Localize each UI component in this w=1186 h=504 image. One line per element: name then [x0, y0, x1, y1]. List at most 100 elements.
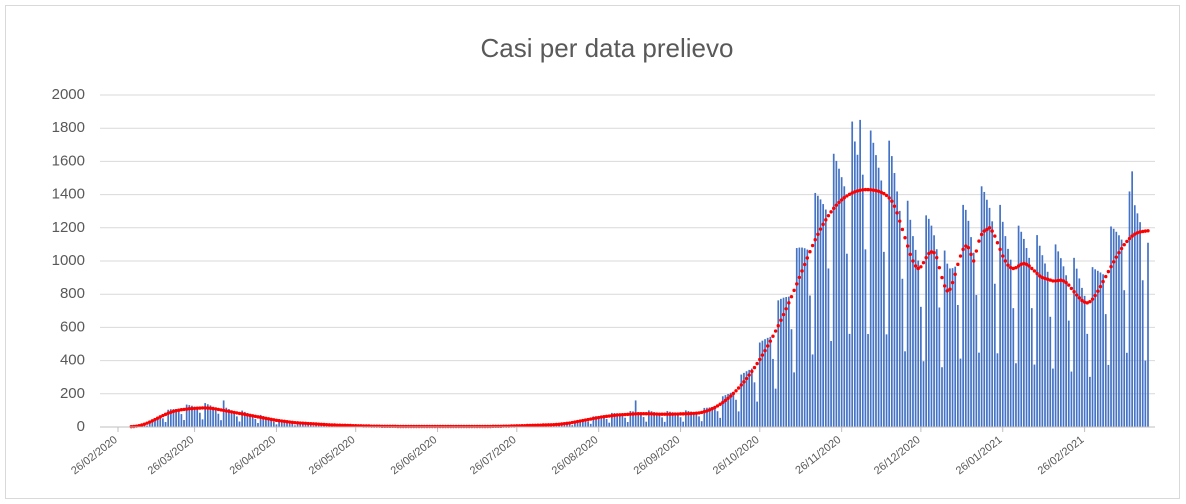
bar: [1083, 295, 1086, 427]
moving-average-point: [847, 192, 852, 196]
moving-average-point: [929, 250, 934, 254]
moving-average-point: [1141, 229, 1145, 234]
moving-average-point: [829, 210, 833, 214]
moving-average-point: [678, 412, 683, 416]
moving-average-point: [200, 406, 205, 410]
moving-average-point: [615, 413, 619, 417]
moving-average-point: [995, 241, 1000, 245]
bar: [714, 406, 716, 427]
bar: [191, 405, 193, 427]
bar: [867, 334, 869, 427]
moving-average-point: [742, 380, 746, 384]
moving-average-point: [578, 419, 582, 423]
moving-average-point: [1014, 265, 1018, 270]
moving-average-point: [890, 199, 894, 203]
moving-average-point: [250, 414, 255, 418]
bar: [154, 418, 156, 427]
bar: [568, 424, 571, 427]
bar: [930, 225, 933, 427]
bar: [750, 368, 753, 427]
bar: [922, 361, 925, 427]
moving-average-point: [1135, 231, 1140, 235]
moving-average-point: [739, 383, 743, 387]
bar: [846, 253, 848, 427]
bar: [756, 401, 758, 427]
moving-average-point: [1090, 297, 1095, 301]
moving-average-point: [235, 411, 239, 415]
bar: [801, 247, 803, 427]
moving-average-point: [718, 402, 722, 406]
bar: [309, 424, 312, 427]
moving-average-point: [948, 287, 952, 291]
bar: [1091, 267, 1094, 427]
bar: [1123, 290, 1126, 427]
moving-average-point: [583, 418, 588, 422]
bar: [986, 199, 988, 427]
bar: [1001, 221, 1004, 427]
moving-average-point: [752, 365, 757, 370]
moving-average-point: [779, 318, 783, 322]
bar: [748, 369, 751, 427]
moving-average-point: [179, 408, 184, 412]
moving-average-point: [575, 419, 580, 424]
bar: [1017, 225, 1020, 427]
moving-average-point: [750, 369, 754, 374]
moving-average-point: [1098, 284, 1103, 289]
moving-average-point: [169, 410, 173, 414]
moving-average-point: [868, 188, 873, 192]
moving-average-point: [1072, 290, 1076, 294]
bar: [877, 167, 880, 427]
bar: [1110, 226, 1112, 427]
bar: [975, 295, 978, 427]
bar: [1065, 275, 1067, 427]
moving-average-point: [1001, 254, 1005, 258]
moving-average-point: [797, 275, 802, 280]
moving-average-point: [736, 386, 741, 390]
moving-average-point: [306, 421, 310, 426]
moving-average-point: [541, 423, 545, 427]
moving-average-point: [145, 421, 149, 425]
bar: [143, 424, 146, 427]
moving-average-point: [530, 423, 535, 428]
bar: [758, 342, 761, 427]
bar: [777, 300, 780, 427]
bar: [727, 393, 729, 427]
moving-average-point: [282, 419, 287, 424]
bar: [611, 412, 613, 427]
moving-average-point: [604, 414, 609, 419]
bar: [938, 307, 941, 427]
moving-average-point: [253, 414, 258, 419]
moving-average-point: [945, 289, 949, 293]
bar: [595, 416, 597, 427]
bar: [814, 192, 817, 427]
bar: [677, 413, 679, 427]
bar: [1144, 360, 1147, 427]
bar: [1139, 222, 1141, 427]
moving-average-point: [607, 414, 611, 418]
bar: [999, 204, 1001, 427]
bar: [817, 195, 819, 427]
bar: [1133, 205, 1136, 427]
moving-average-point: [330, 423, 334, 427]
bar: [592, 416, 595, 427]
moving-average-point: [810, 243, 815, 248]
bar: [790, 329, 793, 427]
moving-average-point: [332, 423, 337, 427]
bar: [1120, 239, 1123, 427]
bar: [587, 421, 589, 427]
moving-average-point: [203, 406, 207, 410]
moving-average-point: [647, 412, 651, 416]
moving-average-point: [723, 398, 728, 403]
bar: [859, 119, 861, 428]
moving-average-point: [697, 411, 701, 415]
moving-average-point: [699, 410, 704, 415]
moving-average-point: [190, 406, 194, 411]
y-tick-label: 200: [60, 385, 85, 402]
moving-average-point: [1032, 269, 1037, 273]
bar: [708, 407, 711, 427]
bar: [946, 263, 949, 427]
bar: [764, 339, 766, 427]
bar: [286, 421, 288, 427]
bar: [774, 388, 777, 427]
